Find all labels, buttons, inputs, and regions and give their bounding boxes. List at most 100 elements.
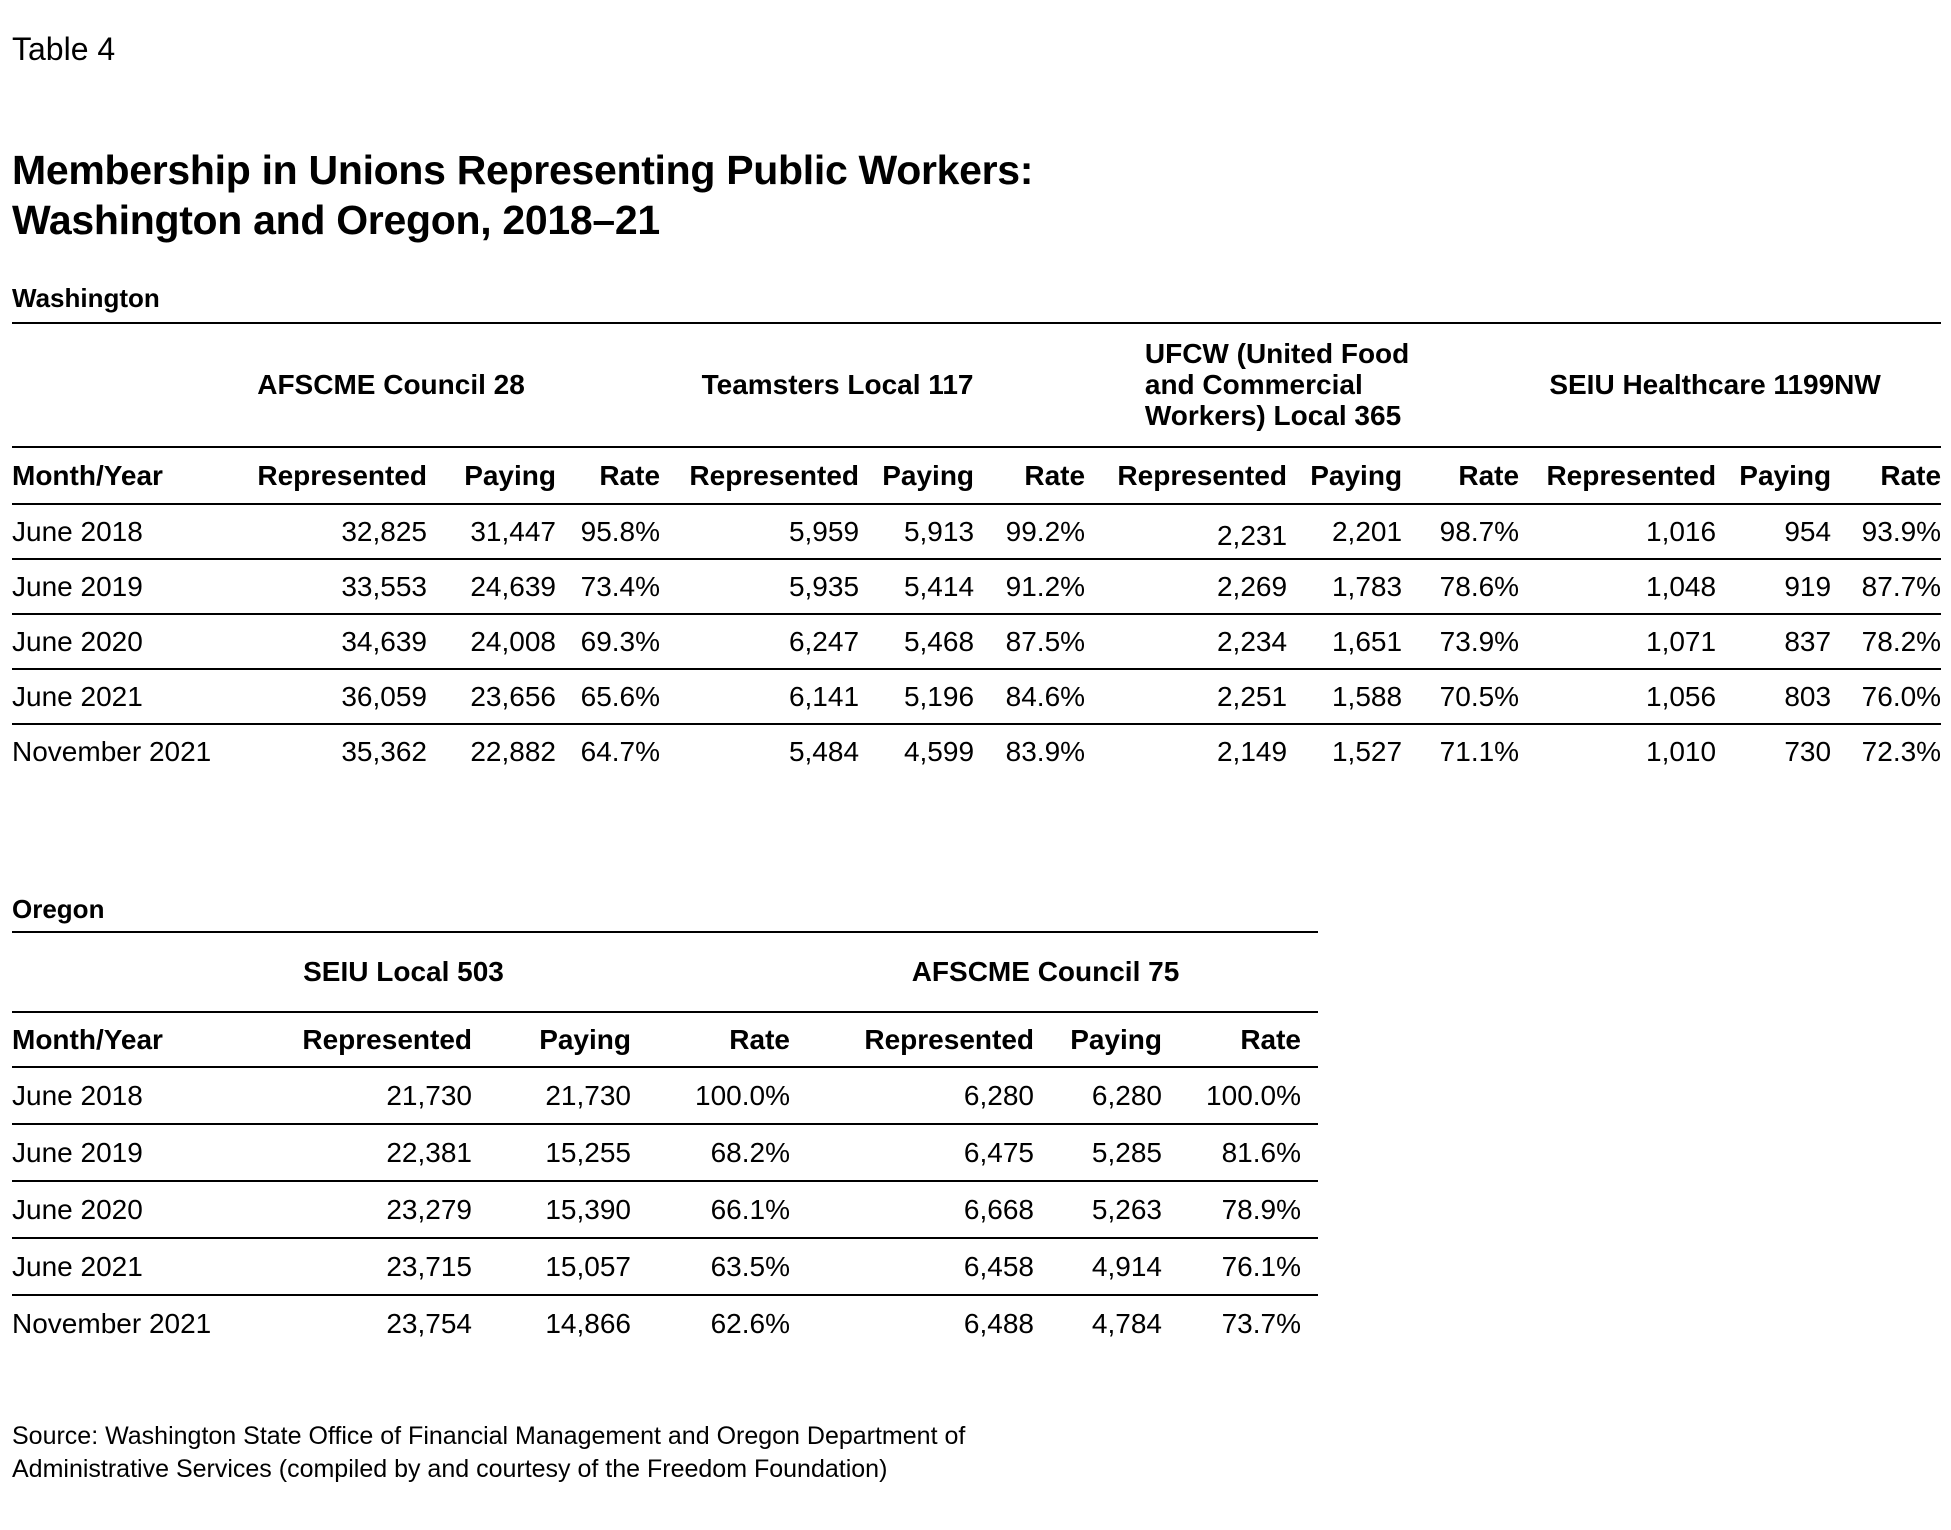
cell-rate: 91.2% <box>1005 570 1086 602</box>
cell-represented: 5,484 <box>788 736 860 767</box>
cell-represented: 6,475 <box>963 1136 1034 1168</box>
column-header-paying: Paying <box>464 459 556 491</box>
cell-rate: 81.6% <box>1221 1136 1302 1168</box>
cell-month: November 2021 <box>12 1308 212 1339</box>
cell-paying: 15,057 <box>545 1250 631 1282</box>
cell-paying: 919 <box>1784 570 1832 602</box>
cell-paying: 5,414 <box>903 570 975 602</box>
cell-month: June 2020 <box>12 1193 143 1225</box>
cell-paying: 837 <box>1784 625 1832 657</box>
cell-represented: 2,269 <box>1216 570 1288 602</box>
cell-paying: 2,201 <box>1331 515 1403 547</box>
cell-paying: 954 <box>1784 515 1832 547</box>
cell-rate: 73.7% <box>1221 1308 1302 1339</box>
cell-represented: 2,231 <box>1216 519 1288 551</box>
table-number-label: Table 4 <box>12 31 116 67</box>
cell-represented: 2,234 <box>1216 625 1288 657</box>
column-header-rate: Rate <box>1240 1023 1302 1055</box>
cell-paying: 5,263 <box>1091 1193 1162 1225</box>
washington-union-group-row: AFSCME Council 28 Teamsters Local 117 UF… <box>12 323 1942 447</box>
column-header-paying: Paying <box>539 1023 631 1055</box>
cell-rate: 66.1% <box>710 1193 790 1225</box>
oregon-section-label: Oregon <box>12 894 105 924</box>
cell-represented: 2,251 <box>1216 680 1288 712</box>
oregon-union-group-row: SEIU Local 503 AFSCME Council 75 <box>12 932 1319 1012</box>
cell-represented: 34,639 <box>341 625 427 657</box>
cell-rate: 69.3% <box>580 625 661 657</box>
page-title-line-2: Washington and Oregon, 2018–21 <box>12 197 660 243</box>
cell-rate: 83.9% <box>1005 736 1086 767</box>
cell-represented: 21,730 <box>386 1079 472 1111</box>
cell-represented: 1,010 <box>1646 736 1717 767</box>
cell-rate: 71.1% <box>1439 736 1520 767</box>
cell-month: June 2019 <box>12 1136 143 1168</box>
cell-rate: 78.9% <box>1221 1193 1302 1225</box>
cell-rate: 100.0% <box>695 1079 790 1111</box>
column-header-represented: Represented <box>1546 459 1717 491</box>
cell-paying: 24,008 <box>470 625 556 657</box>
table-row: June 2019 33,553 24,639 73.4% 5,935 5,41… <box>12 559 1942 614</box>
cell-represented: 5,935 <box>788 570 860 602</box>
cell-represented: 32,825 <box>341 515 427 547</box>
column-header-rate: Rate <box>729 1023 790 1055</box>
cell-rate: 87.7% <box>1861 570 1942 602</box>
cell-represented: 23,279 <box>386 1193 472 1225</box>
cell-paying: 15,390 <box>545 1193 631 1225</box>
table-row: June 2019 22,381 15,255 68.2% 6,475 5,28… <box>12 1124 1319 1181</box>
cell-rate: 70.5% <box>1439 680 1520 712</box>
cell-represented: 1,048 <box>1646 570 1717 602</box>
cell-represented: 1,071 <box>1646 625 1717 657</box>
cell-rate: 100.0% <box>1206 1079 1302 1111</box>
cell-paying: 5,913 <box>903 515 975 547</box>
cell-rate: 63.5% <box>710 1250 790 1282</box>
cell-represented: 36,059 <box>341 680 427 712</box>
column-header-represented: Represented <box>257 459 427 491</box>
cell-month: June 2021 <box>12 1250 143 1282</box>
cell-represented: 6,280 <box>963 1079 1034 1111</box>
cell-paying: 1,783 <box>1331 570 1403 602</box>
cell-rate: 78.2% <box>1861 625 1942 657</box>
column-header-month-year: Month/Year <box>12 459 163 491</box>
cell-month: June 2019 <box>12 570 143 602</box>
cell-paying: 1,588 <box>1331 680 1403 712</box>
column-header-represented: Represented <box>864 1023 1034 1055</box>
cell-rate: 68.2% <box>710 1136 790 1168</box>
cell-represented: 23,715 <box>386 1250 472 1282</box>
table-row: June 2018 21,730 21,730 100.0% 6,280 6,2… <box>12 1067 1319 1124</box>
ufcw-label-line-1: UFCW (United Food <box>1144 338 1410 369</box>
source-note: Source: Washington State Office of Finan… <box>12 1420 1941 1486</box>
cell-paying: 1,527 <box>1331 736 1403 767</box>
table-row: November 2021 23,754 14,866 62.6% 6,488 … <box>12 1295 1318 1352</box>
column-header-represented: Represented <box>1117 459 1288 491</box>
cell-represented: 6,247 <box>788 625 860 657</box>
cell-rate: 98.7% <box>1439 515 1520 547</box>
column-header-paying: Paying <box>882 459 975 491</box>
cell-represented: 23,754 <box>386 1308 472 1339</box>
cell-rate: 76.1% <box>1221 1250 1302 1282</box>
column-header-paying: Paying <box>1739 459 1832 491</box>
source-note-line-2: Administrative Services (compiled by and… <box>12 1455 888 1483</box>
cell-paying: 4,914 <box>1091 1250 1162 1282</box>
cell-represented: 33,553 <box>341 570 427 602</box>
cell-month: November 2021 <box>12 736 212 767</box>
cell-paying: 31,447 <box>470 515 556 547</box>
cell-paying: 1,651 <box>1331 625 1403 657</box>
cell-rate: 84.6% <box>1005 680 1086 712</box>
washington-table: AFSCME Council 28 Teamsters Local 117 UF… <box>12 322 1942 779</box>
cell-paying: 24,639 <box>470 570 556 602</box>
column-header-rate: Rate <box>1024 459 1086 491</box>
cell-paying: 4,599 <box>903 736 975 767</box>
table-row: June 2021 23,715 15,057 63.5% 6,458 4,91… <box>12 1238 1319 1295</box>
group-spacer <box>12 323 212 447</box>
cell-rate: 73.9% <box>1439 625 1520 657</box>
cell-represented: 22,381 <box>386 1136 472 1168</box>
table-row: June 2018 32,825 31,447 95.8% 5,959 5,91… <box>12 504 1942 559</box>
cell-paying: 4,784 <box>1091 1308 1162 1339</box>
column-header-represented: Represented <box>302 1023 472 1055</box>
cell-rate: 95.8% <box>580 515 661 547</box>
cell-rate: 64.7% <box>580 736 661 767</box>
cell-represented: 1,016 <box>1646 515 1717 547</box>
group-header-seiu-local-503: SEIU Local 503 <box>303 956 504 987</box>
cell-paying: 5,285 <box>1091 1136 1162 1168</box>
cell-represented: 6,488 <box>963 1308 1034 1339</box>
